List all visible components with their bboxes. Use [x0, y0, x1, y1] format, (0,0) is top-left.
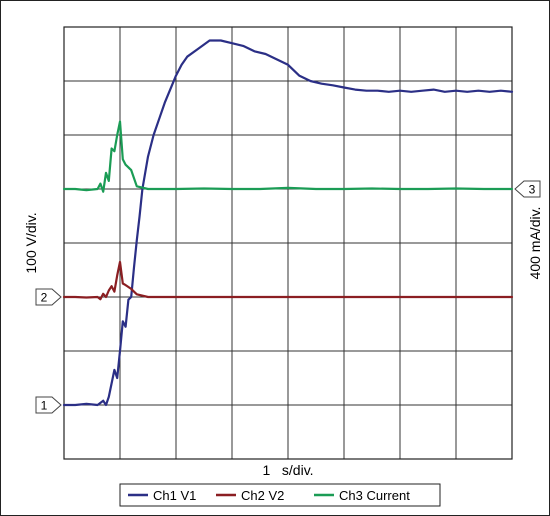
y-axis-label-right: 400 mA/div. — [527, 207, 543, 280]
channel-marker-3 — [514, 180, 541, 198]
series-layer — [62, 39, 514, 407]
x-axis-label: 1 s/div. — [262, 462, 313, 478]
y-axis-label-left: 100 V/div. — [23, 212, 39, 273]
legend: Ch1 V1 Ch2 V2 Ch3 Current — [119, 483, 441, 507]
grid — [64, 27, 512, 459]
legend-box — [119, 483, 441, 507]
channel-marker-label-3: 3 — [529, 183, 536, 197]
legend-label-ch2: Ch2 V2 — [241, 488, 284, 503]
plot-area-border — [63, 26, 513, 460]
series-line-ch2 — [62, 260, 514, 301]
legend-label-ch1: Ch1 V1 — [153, 488, 196, 503]
series-line-ch1 — [62, 39, 514, 407]
channel-markers: 1 2 3 — [35, 180, 541, 414]
legend-label-ch3: Ch3 Current — [339, 488, 410, 503]
channel-marker-label-2: 2 — [41, 291, 48, 305]
channel-marker-1 — [35, 396, 62, 414]
channel-marker-label-1: 1 — [41, 399, 48, 413]
series-line-ch3 — [62, 120, 514, 193]
channel-marker-2 — [35, 288, 62, 306]
